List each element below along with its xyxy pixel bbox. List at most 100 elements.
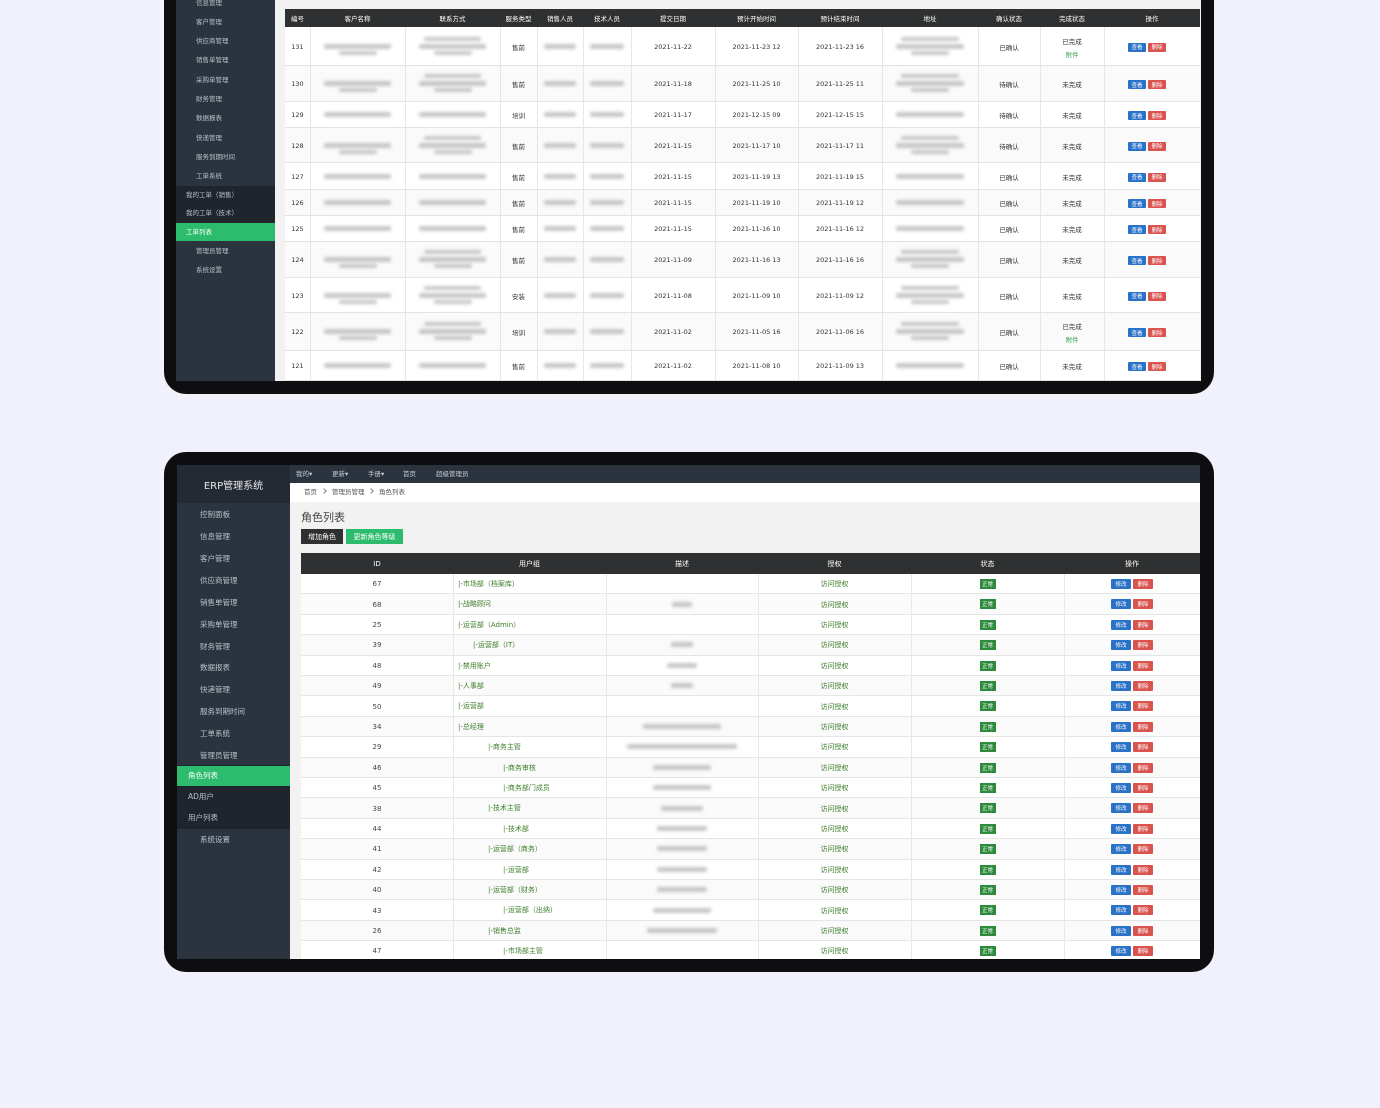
auth-link[interactable]: 访问授权: [820, 845, 849, 854]
delete-button[interactable]: 删除: [1133, 660, 1153, 671]
auth-link[interactable]: 访问授权: [820, 824, 849, 833]
sidebar-item[interactable]: 采购单管理: [196, 76, 229, 84]
sidebar-item-active[interactable]: 工单列表: [176, 223, 275, 241]
auth-link[interactable]: 访问授权: [820, 804, 849, 813]
auth-link[interactable]: 访问授权: [820, 682, 849, 691]
auth-link[interactable]: 访问授权: [820, 702, 849, 711]
delete-button[interactable]: 删除: [1133, 885, 1153, 895]
attachment-link[interactable]: 附件: [1065, 336, 1079, 344]
sidebar-item[interactable]: 信息管理: [196, 0, 222, 7]
edit-button[interactable]: 修改: [1111, 762, 1131, 773]
sidebar-item[interactable]: 销售单管理: [200, 598, 238, 607]
delete-button[interactable]: 删除: [1133, 946, 1153, 957]
delete-button[interactable]: 删除: [1133, 864, 1153, 875]
auth-link[interactable]: 访问授权: [820, 906, 849, 915]
delete-button[interactable]: 删除: [1133, 701, 1153, 712]
delete-button[interactable]: 删除: [1148, 172, 1166, 182]
view-button[interactable]: 查看: [1128, 328, 1146, 337]
edit-button[interactable]: 修改: [1111, 803, 1131, 814]
auth-link[interactable]: 访问授权: [820, 641, 849, 650]
delete-button[interactable]: 删除: [1133, 783, 1153, 793]
sidebar-item[interactable]: 管理员管理: [196, 247, 229, 255]
edit-button[interactable]: 修改: [1111, 864, 1131, 875]
sidebar-item[interactable]: 快递管理: [200, 685, 230, 694]
view-button[interactable]: 查看: [1128, 141, 1146, 151]
sidebar-item[interactable]: 系统设置: [200, 835, 230, 844]
view-button[interactable]: 查看: [1128, 362, 1146, 371]
sidebar-item[interactable]: 系统设置: [196, 266, 222, 274]
edit-button[interactable]: 修改: [1111, 783, 1131, 793]
auth-link[interactable]: 访问授权: [820, 722, 849, 731]
sidebar-item[interactable]: 服务到期时间: [200, 707, 245, 716]
delete-button[interactable]: 删除: [1148, 42, 1166, 52]
sidebar-item[interactable]: 数据报表: [200, 663, 230, 672]
sidebar-item[interactable]: 工单系统: [196, 172, 222, 180]
delete-button[interactable]: 删除: [1133, 681, 1153, 691]
auth-link[interactable]: 访问授权: [820, 743, 849, 752]
add-role-button[interactable]: 增加角色: [301, 529, 343, 544]
delete-button[interactable]: 删除: [1148, 291, 1166, 301]
edit-button[interactable]: 修改: [1111, 885, 1131, 895]
edit-button[interactable]: 修改: [1111, 599, 1131, 610]
delete-button[interactable]: 删除: [1133, 803, 1153, 814]
sidebar-item[interactable]: 客户管理: [196, 18, 222, 26]
sidebar-item[interactable]: 用户列表: [188, 813, 218, 822]
sidebar-item[interactable]: 我的工单（技术）: [186, 209, 238, 217]
view-button[interactable]: 查看: [1128, 172, 1146, 182]
nav-item[interactable]: 超级管理员: [436, 470, 469, 478]
delete-button[interactable]: 删除: [1148, 256, 1166, 265]
delete-button[interactable]: 删除: [1133, 599, 1153, 610]
delete-button[interactable]: 删除: [1148, 328, 1166, 337]
edit-button[interactable]: 修改: [1111, 905, 1131, 916]
delete-button[interactable]: 删除: [1133, 640, 1153, 651]
breadcrumb-item[interactable]: 管理员管理: [332, 488, 365, 496]
edit-button[interactable]: 修改: [1111, 660, 1131, 671]
edit-button[interactable]: 修改: [1111, 823, 1131, 834]
edit-button[interactable]: 修改: [1111, 721, 1131, 732]
sidebar-item[interactable]: 快递管理: [196, 134, 222, 142]
auth-link[interactable]: 访问授权: [820, 947, 849, 956]
auth-link[interactable]: 访问授权: [820, 580, 849, 589]
delete-button[interactable]: 删除: [1148, 225, 1166, 234]
sidebar-item[interactable]: 财务管理: [196, 95, 222, 103]
auth-link[interactable]: 访问授权: [820, 600, 849, 609]
auth-link[interactable]: 访问授权: [820, 865, 849, 874]
delete-button[interactable]: 删除: [1148, 199, 1166, 208]
delete-button[interactable]: 删除: [1148, 80, 1166, 89]
attachment-link[interactable]: 附件: [1065, 50, 1079, 59]
sidebar-item[interactable]: 我的工单（销售）: [186, 191, 238, 199]
delete-button[interactable]: 删除: [1133, 823, 1153, 834]
nav-item[interactable]: 我的▾: [296, 470, 313, 478]
edit-button[interactable]: 修改: [1111, 701, 1131, 712]
sidebar-item[interactable]: 供应商管理: [200, 576, 238, 585]
sidebar-item[interactable]: 工单系统: [200, 729, 230, 738]
breadcrumb-item[interactable]: 首页: [304, 488, 317, 496]
sidebar-item[interactable]: 服务到期时间: [196, 153, 235, 161]
delete-button[interactable]: 删除: [1133, 925, 1153, 936]
sidebar-item[interactable]: 数据报表: [196, 114, 222, 122]
auth-link[interactable]: 访问授权: [820, 661, 849, 670]
delete-button[interactable]: 删除: [1133, 762, 1153, 773]
edit-button[interactable]: 修改: [1111, 579, 1131, 589]
delete-button[interactable]: 删除: [1133, 905, 1153, 916]
sidebar-item-active[interactable]: 角色列表: [177, 766, 290, 786]
delete-button[interactable]: 删除: [1133, 844, 1153, 855]
delete-button[interactable]: 删除: [1133, 619, 1153, 630]
sidebar-item[interactable]: 销售单管理: [196, 56, 229, 64]
view-button[interactable]: 查看: [1128, 42, 1146, 52]
delete-button[interactable]: 删除: [1148, 362, 1166, 371]
edit-button[interactable]: 修改: [1111, 946, 1131, 957]
update-level-button[interactable]: 更新角色等级: [346, 529, 403, 544]
sidebar-item[interactable]: 控制面板: [200, 510, 230, 519]
sidebar-item[interactable]: 客户管理: [200, 554, 230, 563]
delete-button[interactable]: 删除: [1133, 721, 1153, 732]
nav-item[interactable]: 更新▾: [332, 470, 349, 478]
edit-button[interactable]: 修改: [1111, 925, 1131, 936]
edit-button[interactable]: 修改: [1111, 681, 1131, 691]
view-button[interactable]: 查看: [1128, 256, 1146, 265]
nav-item[interactable]: 首页: [403, 470, 416, 478]
edit-button[interactable]: 修改: [1111, 844, 1131, 855]
delete-button[interactable]: 删除: [1148, 141, 1166, 151]
auth-link[interactable]: 访问授权: [820, 784, 849, 793]
sidebar-item[interactable]: 采购单管理: [200, 620, 238, 629]
